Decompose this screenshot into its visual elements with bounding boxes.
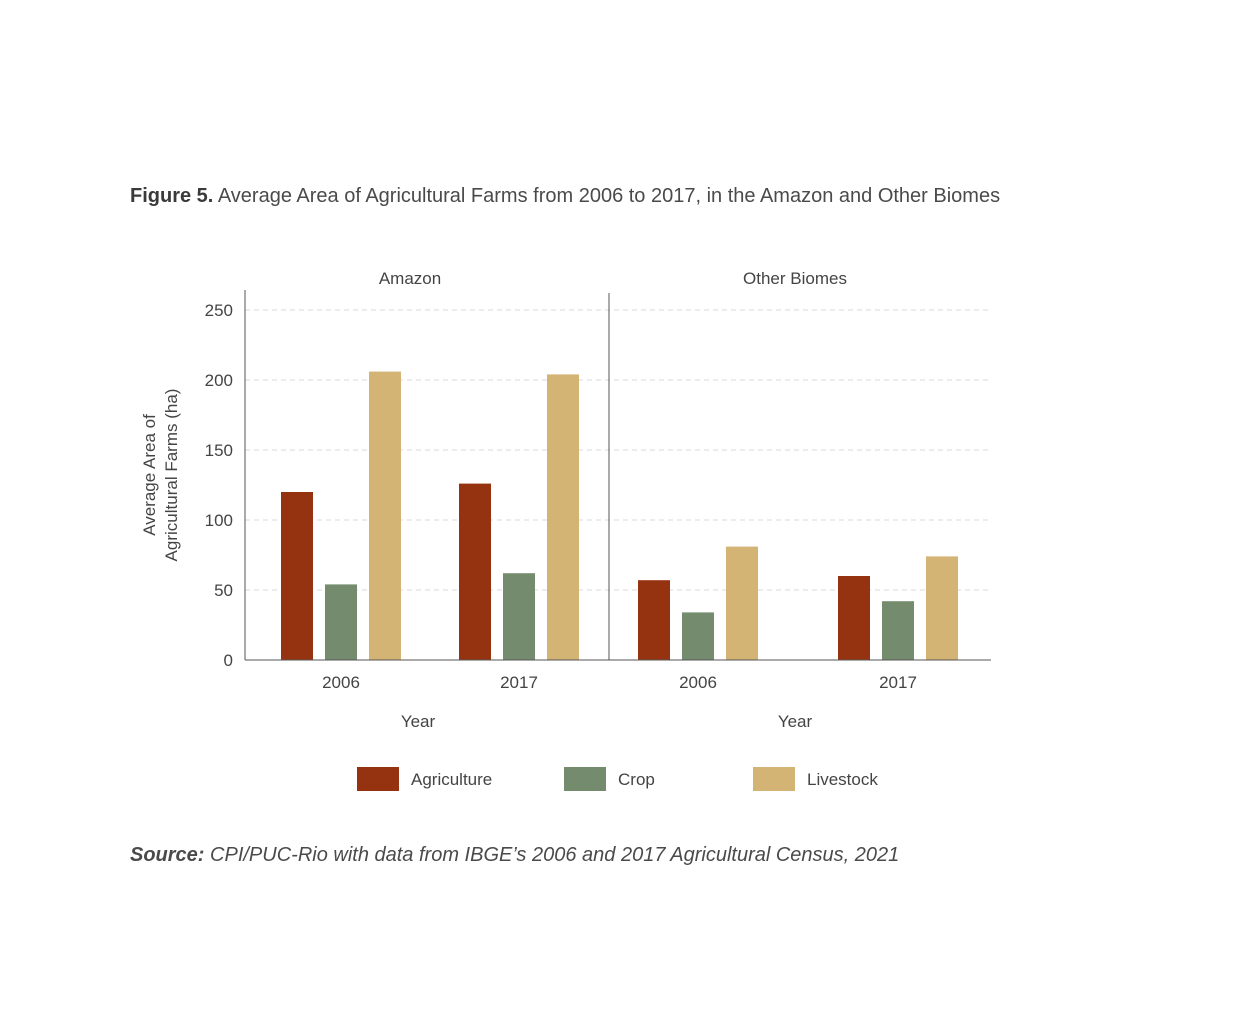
- bar-crop-2006: [325, 584, 357, 660]
- y-tick-label: 50: [214, 581, 233, 600]
- bar-crop-2006: [682, 612, 714, 660]
- legend-label-agriculture: Agriculture: [411, 770, 492, 789]
- x-tick-label: 2017: [500, 673, 538, 692]
- x-tick-label: 2006: [322, 673, 360, 692]
- y-tick-label: 200: [205, 371, 233, 390]
- bar-agriculture-2006: [281, 492, 313, 660]
- axes: [244, 290, 991, 661]
- figure-title: Figure 5. Average Area of Agricultural F…: [130, 185, 1000, 208]
- bar-crop-2017: [503, 573, 535, 660]
- bar-livestock-2006: [369, 371, 401, 660]
- x-axis-label: Year: [401, 712, 436, 731]
- panel-title: Amazon: [379, 269, 441, 288]
- bars: [281, 371, 958, 660]
- bar-agriculture-2017: [838, 576, 870, 660]
- legend-label-crop: Crop: [618, 770, 655, 789]
- legend-swatch-crop: [564, 767, 606, 791]
- legend: Agriculture Crop Livestock: [357, 767, 878, 791]
- x-tick-label: 2017: [879, 673, 917, 692]
- x-axis-label: Year: [778, 712, 813, 731]
- x-tick-label: 2006: [679, 673, 717, 692]
- y-tick-label: 250: [205, 301, 233, 320]
- y-tick-label: 0: [224, 651, 233, 670]
- panel-title: Other Biomes: [743, 269, 847, 288]
- bar-livestock-2017: [926, 556, 958, 660]
- bar-agriculture-2006: [638, 580, 670, 660]
- y-axis-label: Average Area of Agricultural Farms (ha): [140, 389, 181, 562]
- source-note: Source: CPI/PUC-Rio with data from IBGE’…: [130, 844, 899, 867]
- source-text: CPI/PUC-Rio with data from IBGE’s 2006 a…: [210, 844, 900, 866]
- source-label: Source:: [130, 844, 205, 866]
- y-tick-label: 150: [205, 441, 233, 460]
- figure-label: Figure 5.: [130, 185, 214, 207]
- legend-swatch-livestock: [753, 767, 795, 791]
- legend-swatch-agriculture: [357, 767, 399, 791]
- chart-labels: 0 50 100 150 200 250 Average Area of Agricultur…: [140, 269, 917, 731]
- bar-livestock-2006: [726, 546, 758, 660]
- bar-agriculture-2017: [459, 483, 491, 660]
- bar-livestock-2017: [547, 374, 579, 660]
- bar-crop-2017: [882, 601, 914, 660]
- y-tick-label: 100: [205, 511, 233, 530]
- grid-lines: [245, 309, 991, 591]
- legend-label-livestock: Livestock: [807, 770, 878, 789]
- figure-title-text: Average Area of Agricultural Farms from …: [217, 185, 1001, 207]
